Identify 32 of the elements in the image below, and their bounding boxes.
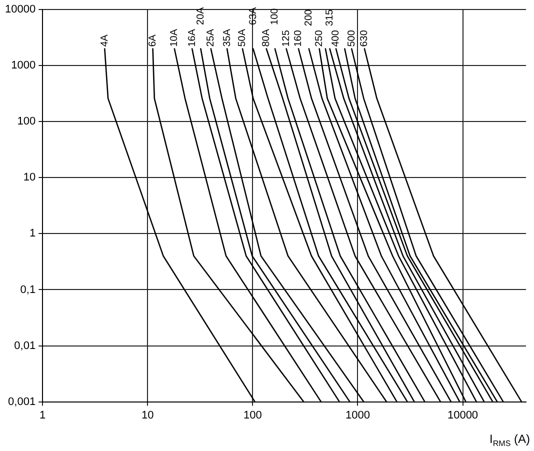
x-tick-label: 1	[40, 409, 46, 422]
y-tick-label: 1	[29, 228, 36, 240]
text: 200	[304, 8, 315, 26]
text: 80A	[261, 28, 272, 47]
text: 315	[324, 8, 336, 26]
text: 630	[359, 30, 370, 47]
text: 25A	[206, 28, 217, 47]
text: 63A	[248, 6, 259, 25]
text: 400	[330, 30, 342, 47]
text: 10A	[169, 28, 180, 47]
y-tick-label: 0,01	[14, 340, 36, 352]
x-tick-label: 100	[243, 409, 262, 422]
y-tick-label: 10000	[4, 4, 36, 16]
y-tick-label: 10	[23, 172, 36, 184]
text: 6A	[148, 34, 159, 47]
y-tick-label: 0,1	[20, 284, 36, 296]
text: 160	[293, 30, 304, 47]
x-tick-label: 10000	[447, 409, 478, 422]
text: 500	[346, 30, 358, 47]
text: 35A	[222, 28, 233, 47]
text: 125	[281, 30, 292, 47]
x-tick-label: 10	[142, 409, 154, 422]
text: 20A	[195, 6, 206, 25]
y-tick-label: 1000	[11, 60, 36, 72]
y-tick-label: 100	[17, 116, 36, 128]
text: 100	[270, 8, 281, 25]
text: 16A	[186, 28, 198, 47]
x-tick-label: 1000	[345, 409, 370, 422]
text: 4A	[99, 34, 110, 47]
y-tick-label: 0,001	[8, 396, 36, 408]
text: 50A	[237, 28, 248, 47]
text: 250	[314, 30, 326, 47]
